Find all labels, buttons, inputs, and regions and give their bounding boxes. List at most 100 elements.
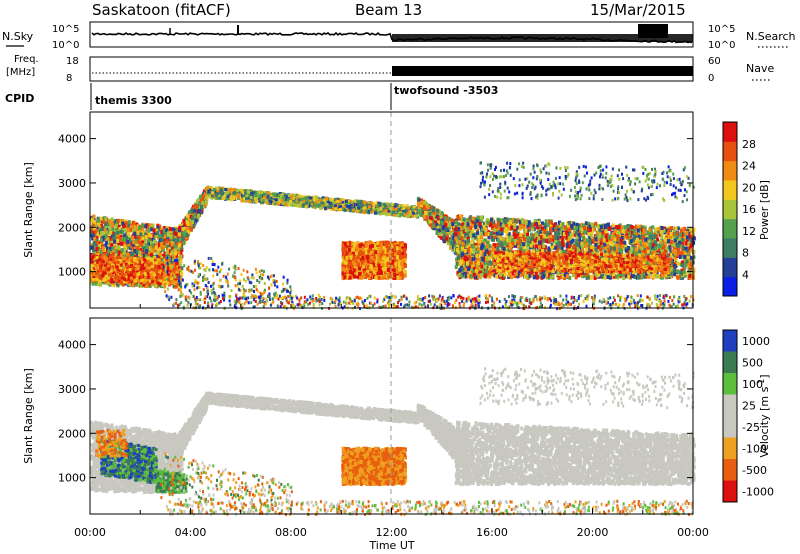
range-time-cell: [121, 222, 124, 226]
range-time-cell: [145, 249, 148, 253]
range-time-cell: [156, 231, 159, 235]
nsearch-tick-high: 10^5: [708, 24, 735, 35]
nsky-tick-high: 10^5: [52, 24, 79, 35]
range-time-cell: [111, 246, 114, 250]
range-time-cell: [145, 243, 148, 247]
range-time-cell: [113, 240, 116, 244]
range-time-cell: [108, 250, 111, 254]
range-time-cell: [150, 234, 153, 238]
range-time-cell: [93, 237, 96, 241]
nave-tick-high: 60: [708, 56, 721, 67]
range-time-cell: [102, 231, 105, 235]
nave-tick-low: 0: [708, 73, 714, 84]
freq-panel: Freq. [MHz] 18 8 60 0 Nave: [6, 54, 774, 84]
range-time-cell: [140, 232, 143, 236]
freq-unit: [MHz]: [6, 67, 35, 78]
range-time-cell: [138, 241, 141, 245]
range-time-cell: [127, 228, 130, 232]
range-time-cell: [155, 251, 158, 255]
range-time-cell: [162, 245, 165, 249]
range-time-cell: [112, 236, 115, 240]
range-time-cell: [111, 223, 114, 227]
range-time-cell: [109, 231, 112, 235]
nsearch-label: N.Search: [746, 30, 796, 43]
power-panel: 1000200030004000 Slant Range [km] 481216…: [22, 112, 771, 310]
range-time-cell: [116, 239, 119, 243]
range-time-cell: [93, 241, 96, 245]
range-time-cell: [124, 228, 127, 232]
range-time-cell: [126, 253, 129, 257]
range-time-cell: [119, 230, 122, 234]
range-time-cell: [138, 226, 141, 230]
range-time-cell: [128, 220, 131, 224]
range-time-cell: [132, 221, 135, 225]
freq-tick-low: 8: [66, 73, 72, 84]
nave-label: Nave: [746, 62, 774, 75]
nsky-label: N.Sky: [2, 30, 34, 43]
range-time-cell: [145, 235, 148, 239]
nsky-trace: [92, 24, 693, 43]
range-time-cell: [153, 229, 156, 233]
nsearch-peak: [638, 24, 668, 38]
range-time-cell: [118, 245, 121, 249]
range-time-cell: [99, 283, 102, 287]
power-data: [90, 161, 696, 310]
cpid-program-2: twofsound -3503: [394, 84, 498, 97]
date-title: 15/Mar/2015: [590, 1, 686, 19]
beam-title: Beam 13: [355, 1, 422, 19]
range-time-cell: [147, 239, 150, 243]
range-time-cell: [94, 230, 97, 234]
range-time-cell: [152, 248, 155, 252]
nsky-panel: N.Sky 10^5 10^0 10^5 10^0 N.Search: [2, 22, 796, 51]
range-time-cell: [108, 226, 111, 230]
range-time-cell: [100, 238, 103, 242]
range-time-cell: [105, 234, 108, 238]
range-time-cell: [93, 215, 96, 219]
range-time-cell: [91, 246, 94, 250]
range-time-cell: [141, 224, 144, 228]
range-time-cell: [111, 217, 114, 221]
range-time-cell: [117, 219, 120, 223]
range-time-cell: [112, 252, 115, 256]
range-time-cell: [163, 229, 166, 233]
nave-band: [392, 66, 693, 76]
range-time-cell: [125, 221, 128, 225]
range-time-cell: [136, 246, 139, 250]
nsky-tick-low: 10^0: [52, 40, 79, 51]
range-time-cell: [166, 239, 169, 243]
range-time-cell: [165, 251, 168, 255]
range-time-cell: [133, 232, 136, 236]
range-time-cell: [132, 240, 135, 244]
range-time-cell: [131, 236, 134, 240]
range-time-cell: [115, 225, 118, 229]
range-time-cell: [102, 247, 105, 251]
cpid-program-1: themis 3300: [95, 94, 172, 107]
range-time-cell: [153, 240, 156, 244]
range-time-cell: [161, 238, 164, 242]
range-time-cell: [127, 240, 130, 244]
range-time-cell: [116, 231, 119, 235]
range-time-cell: [144, 224, 147, 228]
freq-label: Freq.: [14, 54, 39, 65]
range-time-cell: [139, 251, 142, 255]
range-time-cell: [148, 229, 151, 233]
range-time-cell: [105, 222, 108, 226]
station-title: Saskatoon (fitACF): [92, 1, 231, 19]
freq-tick-high: 18: [66, 56, 79, 67]
range-time-cell: [152, 224, 155, 228]
range-time-cell: [127, 232, 130, 236]
range-time-cell: [97, 223, 100, 227]
cpid-row: CPID themis 3300 twofsound -3503: [5, 83, 498, 110]
range-time-cell: [132, 252, 135, 256]
range-time-cell: [123, 238, 126, 242]
range-time-cell: [106, 237, 109, 241]
range-time-cell: [96, 247, 99, 251]
range-time-cell: [121, 242, 124, 246]
range-time-cell: [93, 220, 96, 224]
range-time-cell: [105, 241, 108, 245]
range-time-cell: [169, 227, 172, 231]
range-time-cell: [158, 247, 161, 251]
range-time-cell: [167, 231, 170, 235]
range-time-cell: [121, 248, 124, 252]
range-time-cell: [120, 254, 123, 258]
